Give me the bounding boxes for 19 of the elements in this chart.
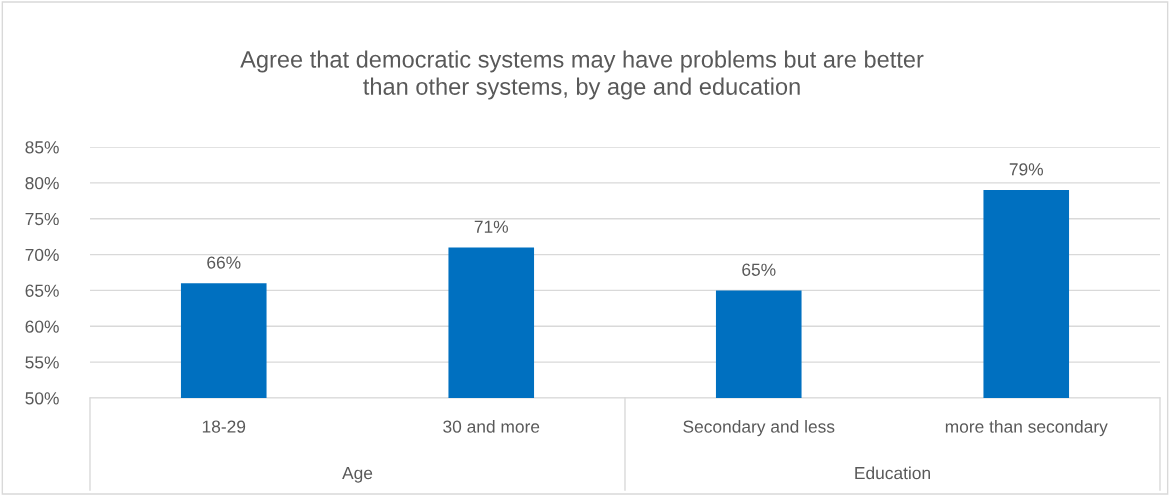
text: Age bbox=[342, 467, 373, 483]
data-label: 66% bbox=[207, 256, 241, 269]
y-tick-label: 55% bbox=[25, 356, 59, 369]
y-tick-label: 65% bbox=[25, 284, 59, 297]
x-tick-label: 30 and more bbox=[443, 420, 540, 433]
data-label: 71% bbox=[474, 220, 509, 233]
y-tick-label: 85% bbox=[25, 141, 59, 154]
chart-title: Agree that democratic systems may have problems but are better than other systems, by age and education bbox=[240, 50, 924, 100]
y-tick-label: 70% bbox=[25, 248, 59, 262]
data-label: 65% bbox=[742, 263, 776, 276]
x-tick-label: 18-29 bbox=[202, 420, 246, 433]
x-tick-label: Secondary and less bbox=[683, 420, 835, 437]
data-label: 79% bbox=[1009, 163, 1044, 176]
y-tick-label: 50% bbox=[25, 392, 59, 405]
y-tick-label: 60% bbox=[25, 320, 59, 333]
x-tick-label: more than secondary bbox=[945, 420, 1108, 437]
text: Education bbox=[855, 466, 930, 480]
y-tick-label: 75% bbox=[25, 212, 59, 226]
y-tick-label: 80% bbox=[25, 177, 59, 190]
